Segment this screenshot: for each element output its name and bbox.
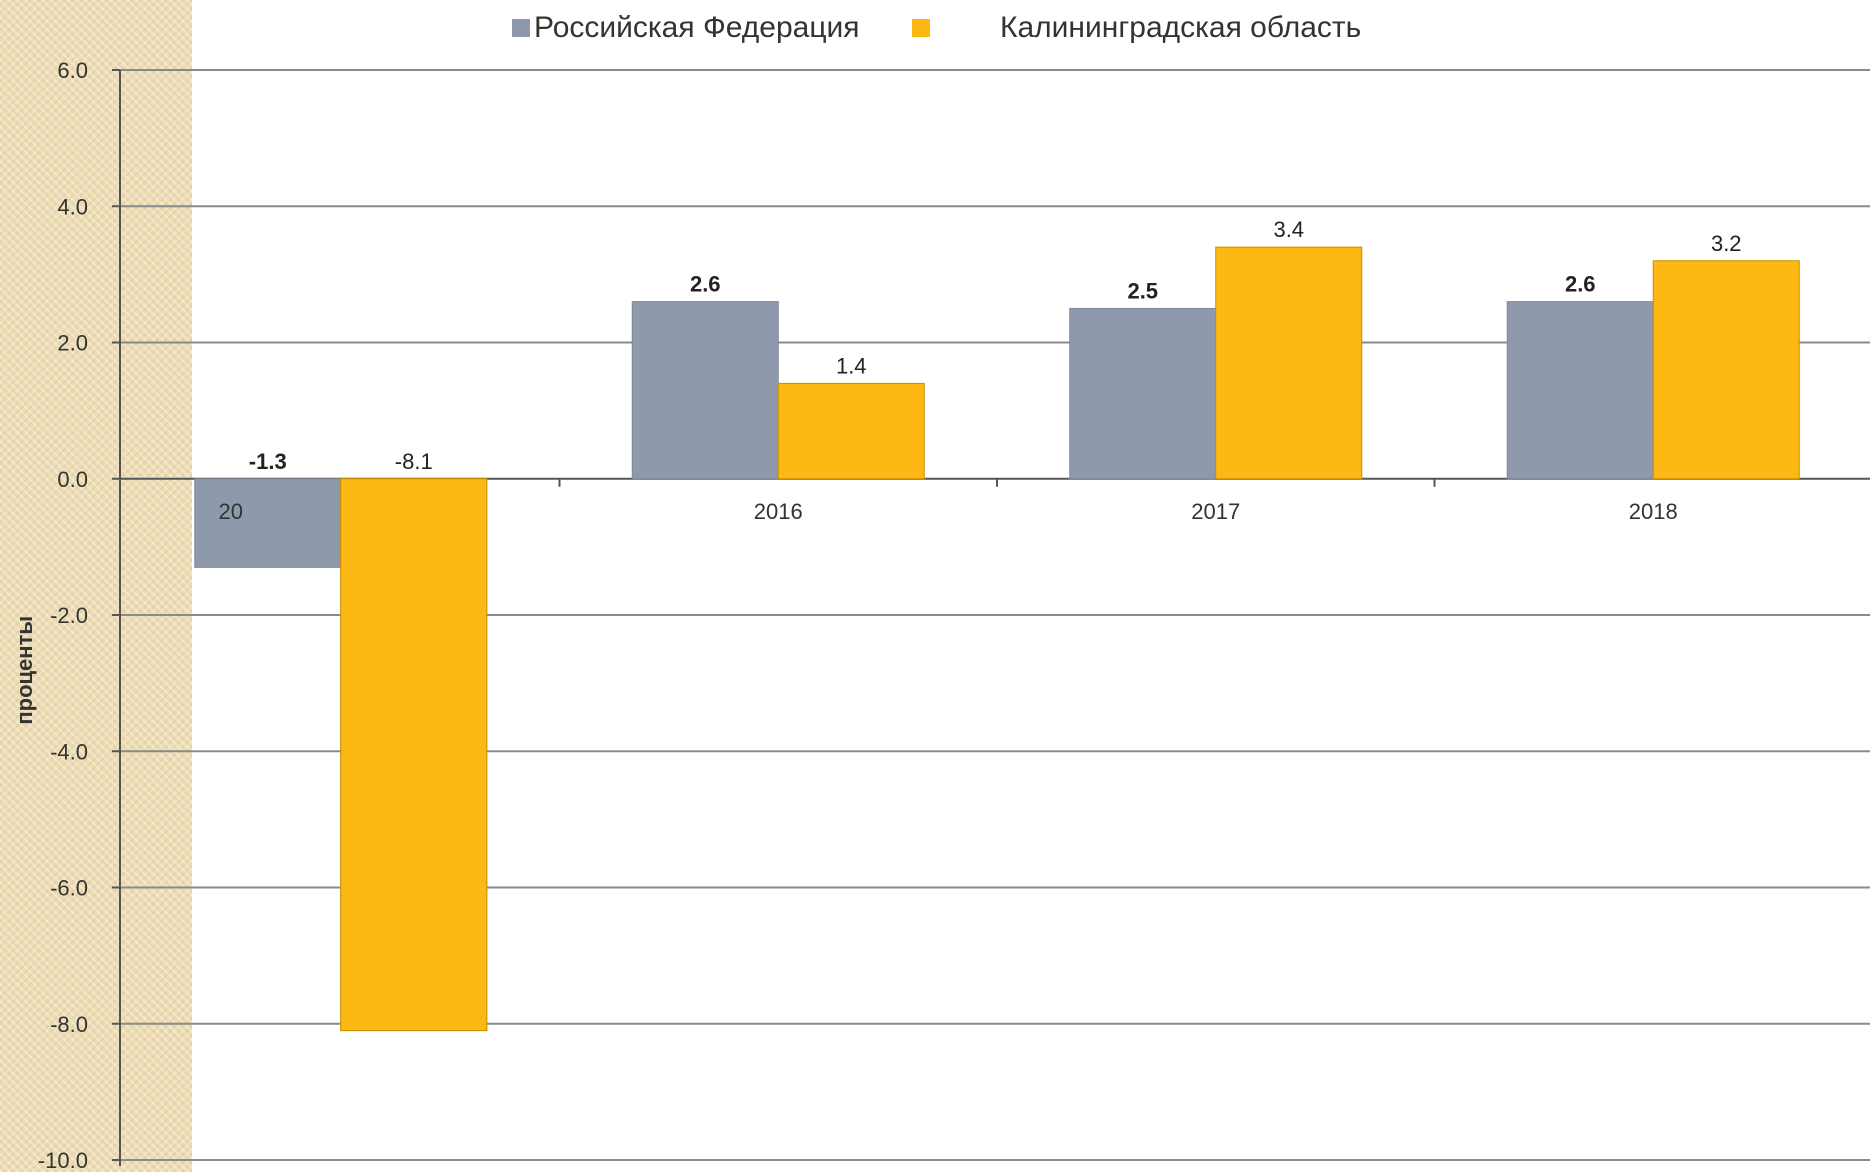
bar-kaliningrad-2018 bbox=[1652, 260, 1800, 480]
legend-swatch-rf bbox=[512, 19, 530, 37]
bar-kaliningrad-2017 bbox=[1215, 246, 1363, 480]
y-tick-label: -4.0 bbox=[50, 739, 88, 764]
data-label-rf: 2.6 bbox=[1565, 272, 1596, 297]
y-tick-label: 6.0 bbox=[57, 58, 88, 83]
y-axis-label: проценты bbox=[12, 616, 37, 725]
data-label-kaliningrad: 1.4 bbox=[836, 353, 867, 378]
x-category-label: 2017 bbox=[1191, 499, 1240, 524]
y-tick-label: 0.0 bbox=[57, 467, 88, 492]
left-decorative-strip bbox=[0, 0, 192, 1172]
x-category-label: 20 bbox=[219, 499, 243, 524]
y-tick-label: -8.0 bbox=[50, 1012, 88, 1037]
data-label-kaliningrad: -8.1 bbox=[395, 449, 433, 474]
legend-swatch-kaliningrad bbox=[912, 19, 930, 37]
y-tick-label: -10.0 bbox=[38, 1148, 88, 1172]
data-label-kaliningrad: 3.2 bbox=[1711, 231, 1742, 256]
bar-rf-2016 bbox=[631, 301, 779, 480]
bar-kaliningrad-2016 bbox=[777, 382, 925, 480]
y-tick-label: -6.0 bbox=[50, 876, 88, 901]
y-tick-label: -2.0 bbox=[50, 603, 88, 628]
legend-label-rf: Российская Федерация bbox=[534, 11, 860, 44]
x-category-label: 2016 bbox=[754, 499, 803, 524]
data-label-rf: -1.3 bbox=[249, 449, 287, 474]
bar-rf-2018 bbox=[1506, 301, 1654, 480]
data-label-kaliningrad: 3.4 bbox=[1273, 217, 1304, 242]
bar-rf-2015 bbox=[194, 478, 342, 568]
bar-rf-2017 bbox=[1069, 307, 1217, 480]
data-label-rf: 2.5 bbox=[1127, 278, 1158, 303]
bar-kaliningrad-2015-overlay bbox=[340, 478, 488, 1032]
legend-item-rf: Российская Федерация bbox=[512, 8, 860, 48]
legend-label-kaliningrad: Калининградская область bbox=[1000, 11, 1362, 44]
data-label-rf: 2.6 bbox=[690, 272, 721, 297]
legend-item-kaliningrad: Калининградская область bbox=[912, 8, 1361, 48]
x-category-label: 2018 bbox=[1629, 499, 1678, 524]
y-tick-label: 4.0 bbox=[57, 194, 88, 219]
y-tick-label: 2.0 bbox=[57, 331, 88, 356]
